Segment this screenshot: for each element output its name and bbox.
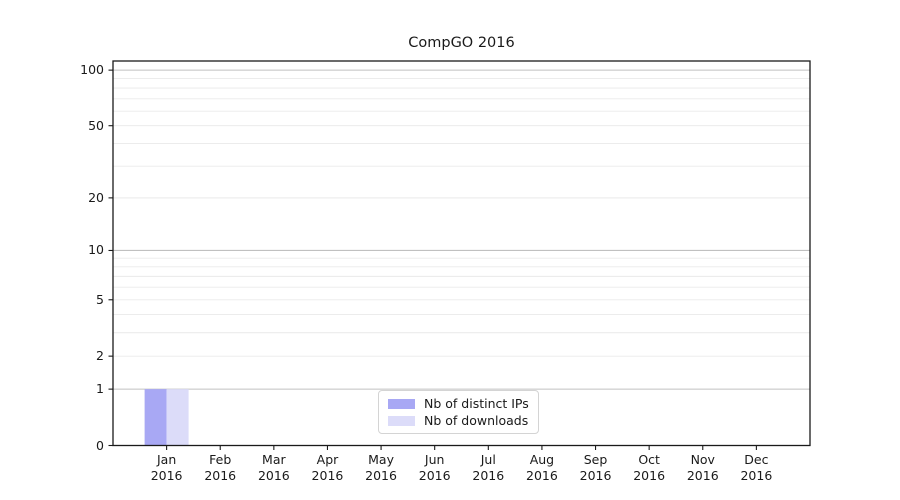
x-tick-label: Feb 2016: [204, 451, 237, 484]
x-tick-label: Jun 2016: [418, 451, 451, 484]
x-tick-label: Dec 2016: [740, 451, 773, 484]
y-tick-label: 50: [88, 117, 104, 133]
bar-distinct-ips: [144, 389, 167, 446]
y-tick-label: 2: [96, 348, 104, 364]
legend: Nb of distinct IPs Nb of downloads: [378, 390, 539, 434]
y-tick-label: 5: [96, 291, 104, 307]
x-tick-label: Nov 2016: [686, 451, 719, 484]
bar-downloads: [166, 389, 189, 446]
x-tick-label: May 2016: [365, 451, 397, 484]
x-tick-label: Oct 2016: [633, 451, 666, 484]
x-tick-label: Jul 2016: [472, 451, 505, 484]
x-tick-label: Aug 2016: [526, 451, 558, 484]
x-tick-label: Mar 2016: [257, 451, 290, 484]
x-tick-label: Sep 2016: [579, 451, 612, 484]
legend-item-downloads: Nb of downloads: [388, 413, 529, 428]
chart-title: CompGO 2016: [408, 35, 515, 51]
legend-label-downloads: Nb of downloads: [424, 413, 529, 428]
y-tick-label: 1: [96, 381, 104, 397]
x-tick-label: Jan 2016: [150, 451, 183, 484]
x-tick-label: Apr 2016: [311, 451, 344, 484]
y-tick-label: 20: [88, 189, 104, 205]
legend-swatch-distinct-ips: [388, 398, 415, 409]
axes-box: [112, 60, 811, 447]
y-tick-label: 0: [96, 437, 104, 453]
legend-label-distinct-ips: Nb of distinct IPs: [424, 396, 529, 411]
y-tick-label: 100: [80, 62, 104, 78]
legend-item-distinct-ips: Nb of distinct IPs: [388, 396, 529, 411]
legend-swatch-downloads: [388, 415, 415, 426]
y-tick-label: 10: [88, 242, 104, 258]
